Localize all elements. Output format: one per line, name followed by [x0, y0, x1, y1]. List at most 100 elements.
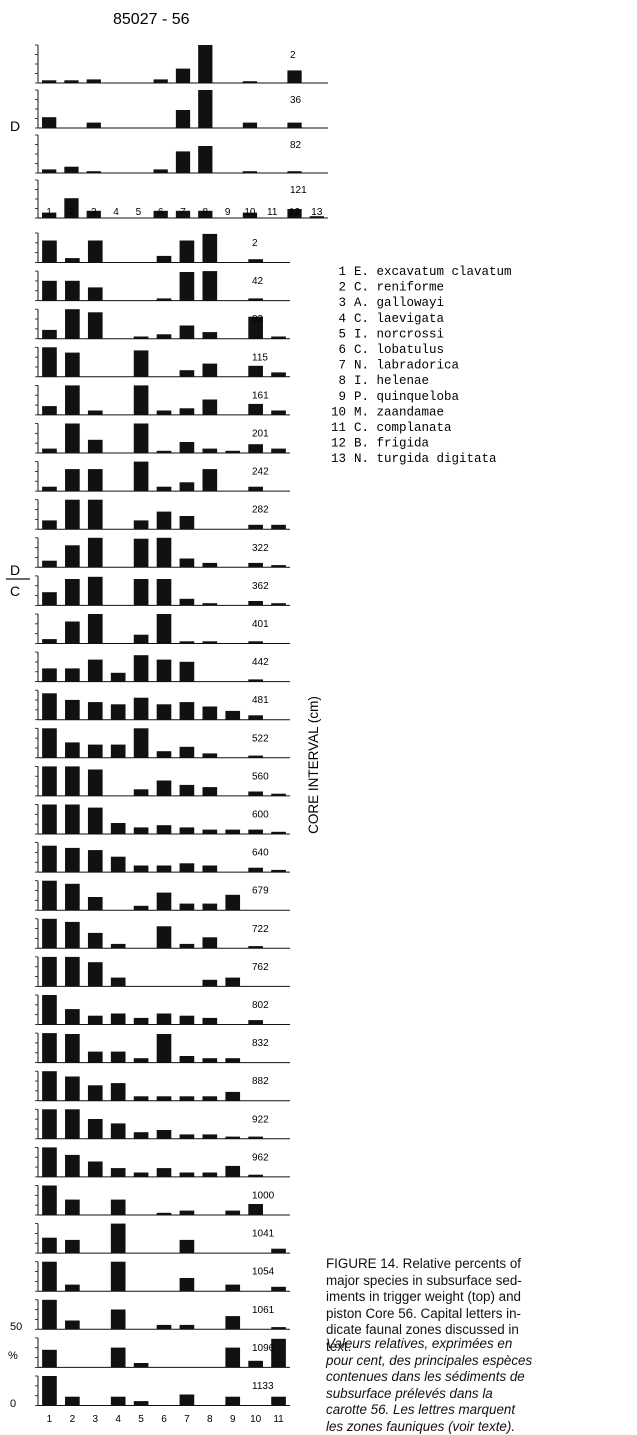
bar-species-3 [88, 312, 103, 338]
bar-species-8 [202, 400, 217, 415]
legend-number: 4 [338, 312, 346, 326]
bar-species-5 [134, 655, 149, 681]
interval-label: 115 [252, 352, 268, 363]
bar-species-11 [271, 565, 286, 567]
legend-number: 12 [331, 437, 346, 451]
bar-species-5 [134, 827, 149, 834]
interval-label: 242 [252, 467, 269, 478]
bar-species-10 [248, 404, 263, 415]
bar-species-6 [157, 487, 172, 491]
bar-species-11 [271, 525, 286, 529]
bar-species-3 [88, 411, 103, 415]
zone-label-c-piston: C [10, 583, 20, 599]
bar-species-6 [157, 893, 172, 911]
legend-number: 1 [338, 265, 346, 279]
x-tick-label: 11 [267, 207, 278, 218]
bar-species-11 [271, 1327, 286, 1329]
scale-label-50: 50 [10, 1321, 22, 1333]
bar-species-8 [202, 603, 217, 605]
interval-label: 2 [290, 50, 296, 61]
bar-species-1 [42, 347, 57, 377]
bar-species-2 [64, 80, 78, 83]
bar-species-2 [65, 1200, 80, 1215]
interval-label: 1041 [252, 1229, 275, 1240]
bar-species-1 [42, 406, 57, 415]
bar-species-8 [202, 830, 217, 834]
legend-species-name: C. complanata [354, 421, 452, 435]
bar-species-8 [202, 753, 217, 757]
bar-species-4 [111, 1052, 126, 1063]
bar-species-5 [134, 1132, 149, 1139]
bar-species-3 [88, 538, 103, 568]
x-tick-label: 1 [47, 1414, 53, 1424]
interval-label: 442 [252, 657, 269, 668]
bar-species-11 [271, 1287, 286, 1291]
panel-row-161: 161 [35, 385, 290, 415]
x-tick-label: 5 [138, 1414, 144, 1424]
bar-species-3 [88, 808, 103, 834]
bar-species-4 [111, 1014, 126, 1025]
bar-species-2 [65, 742, 80, 757]
bar-species-1 [42, 1350, 57, 1368]
bar-species-3 [88, 962, 103, 986]
legend-number: 5 [338, 327, 346, 341]
interval-label: 1000 [252, 1191, 275, 1202]
panel-row-2: 2 [35, 45, 328, 83]
bar-species-3 [88, 850, 103, 872]
bar-species-1 [42, 561, 57, 568]
bar-species-7 [180, 516, 195, 529]
bar-species-10 [248, 444, 263, 453]
bar-species-8 [202, 332, 217, 339]
bar-species-2 [65, 1155, 80, 1177]
legend-number: 3 [338, 296, 346, 310]
bar-species-10 [243, 81, 257, 83]
zone-label-d-trigger: D [10, 118, 20, 134]
legend-number: 2 [338, 281, 346, 295]
bar-species-8 [202, 449, 217, 453]
bar-species-8 [202, 937, 217, 948]
bar-species-7 [180, 1056, 195, 1063]
legend-species-name: N. labradorica [354, 359, 460, 373]
panel-row-1041: 1041 [35, 1224, 290, 1254]
bar-species-11 [271, 832, 286, 834]
x-tick-label: 12 [289, 207, 301, 218]
bar-species-5 [134, 520, 149, 529]
bar-species-5 [134, 906, 149, 910]
bar-species-2 [65, 1009, 80, 1024]
bar-species-10 [248, 1361, 263, 1368]
bar-species-2 [65, 353, 80, 377]
x-tick-label: 7 [180, 207, 186, 218]
bar-species-6 [157, 926, 172, 948]
panel-row-401: 401 [35, 614, 290, 644]
x-tick-label: 2 [69, 207, 75, 218]
panel-row-1054: 1054 [35, 1262, 290, 1292]
panel-row-922: 922 [35, 1109, 290, 1139]
bar-species-10 [248, 366, 263, 377]
bar-species-11 [271, 870, 286, 872]
bar-species-2 [65, 700, 80, 720]
bar-species-8 [202, 904, 217, 911]
bar-species-7 [180, 559, 195, 568]
bar-species-3 [88, 1052, 103, 1063]
bar-species-8 [202, 980, 217, 987]
bar-species-10 [248, 946, 263, 948]
panel-row-1000: 1000 [35, 1186, 290, 1216]
bar-species-4 [111, 1262, 126, 1292]
bar-species-3 [88, 1162, 103, 1177]
bar-species-1 [42, 520, 57, 529]
x-tick-label: 8 [203, 207, 209, 218]
bar-species-7 [180, 904, 195, 911]
bar-species-7 [180, 1211, 195, 1215]
legend-number: 9 [338, 390, 346, 404]
bar-species-6 [157, 579, 172, 605]
bar-species-12 [287, 171, 301, 173]
interval-label: 882 [252, 1076, 269, 1087]
bar-species-4 [111, 704, 126, 719]
bar-species-5 [134, 337, 149, 339]
bar-species-9 [225, 1348, 240, 1368]
bar-species-10 [248, 487, 263, 491]
interval-label: 201 [252, 429, 269, 440]
bar-species-5 [134, 1018, 149, 1025]
bar-species-10 [243, 171, 257, 173]
bar-species-5 [134, 789, 149, 796]
